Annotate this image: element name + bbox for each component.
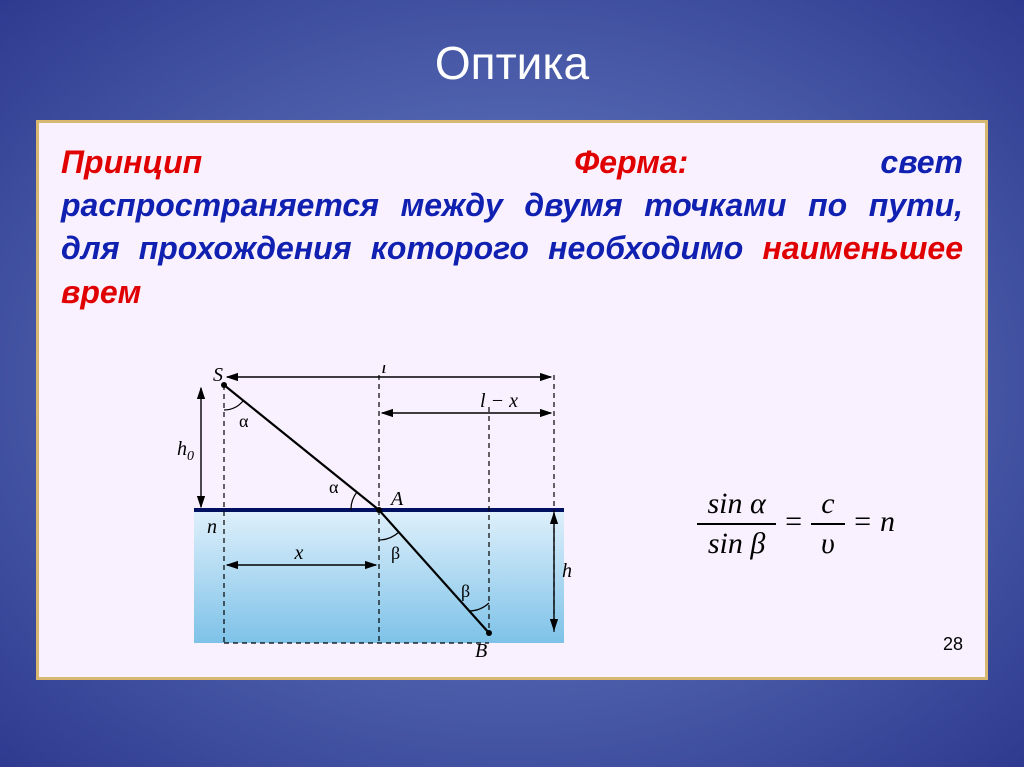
formula-n: n [880, 505, 895, 538]
slide-title: Оптика [0, 0, 1024, 90]
label-a: A [389, 488, 404, 510]
label-b: B [475, 640, 487, 662]
refraction-diagram: l l − x h0 h x [159, 365, 579, 665]
frac-c: c [811, 485, 845, 525]
frac-sin-den: sin β [697, 525, 775, 563]
page-number: 28 [943, 634, 963, 655]
equals-2: = [852, 505, 872, 538]
label-s: S [213, 365, 223, 386]
label-l-x: l − x [480, 390, 518, 412]
label-alpha-a: α [329, 477, 339, 497]
label-l: l [381, 365, 387, 378]
label-x: x [294, 542, 304, 564]
label-beta-a: β [391, 543, 400, 563]
point-b [486, 630, 492, 636]
label-h0: h0 [177, 438, 194, 464]
slide-background: Оптика Принцип Ферма: свет распространяе… [0, 0, 1024, 767]
label-alpha-s: α [239, 411, 249, 431]
principle-label: Принцип [61, 144, 202, 180]
frac-cv: c υ [811, 485, 845, 563]
frac-v: υ [811, 525, 845, 563]
snell-formula: sin α sin β = c υ = n [697, 485, 895, 563]
arc-alpha-s [224, 401, 243, 410]
arc-alpha-a [351, 492, 357, 510]
label-beta-b: β [461, 581, 470, 601]
frac-sin-num: sin α [697, 485, 775, 525]
fermat-label: Ферма: [574, 144, 688, 180]
frac-sin: sin α sin β [697, 485, 775, 563]
point-a [376, 507, 382, 513]
principle-text: Принцип Ферма: свет распространяется меж… [39, 123, 985, 324]
content-box: Принцип Ферма: свет распространяется меж… [36, 120, 988, 680]
label-h: h [562, 560, 572, 582]
ray-incident [224, 385, 379, 510]
label-n: n [207, 516, 217, 538]
equals-1: = [783, 505, 803, 538]
